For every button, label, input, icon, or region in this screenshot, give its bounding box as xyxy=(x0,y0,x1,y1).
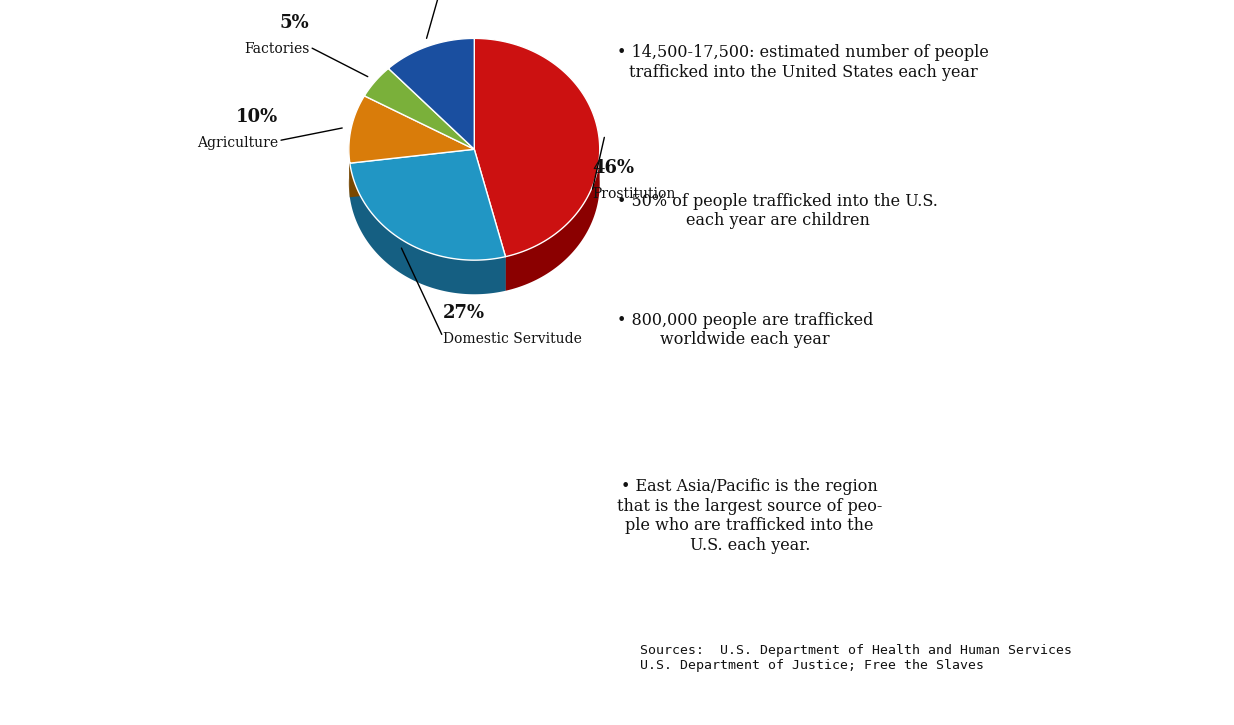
Text: Prostitution: Prostitution xyxy=(592,187,675,201)
Polygon shape xyxy=(474,38,600,257)
Polygon shape xyxy=(350,149,474,197)
Text: • East Asia/Pacific is the region
that is the largest source of peo-
ple who are: • East Asia/Pacific is the region that i… xyxy=(617,478,882,554)
Text: Factories: Factories xyxy=(244,42,310,56)
Polygon shape xyxy=(474,149,506,291)
Text: • 800,000 people are trafficked
worldwide each year: • 800,000 people are trafficked worldwid… xyxy=(617,312,874,348)
Polygon shape xyxy=(506,145,600,291)
Text: Sources:  U.S. Department of Health and Human Services
U.S. Department of Justic: Sources: U.S. Department of Health and H… xyxy=(640,644,1072,672)
Polygon shape xyxy=(474,149,506,291)
Text: • 50% of people trafficked into the U.S.
each year are children: • 50% of people trafficked into the U.S.… xyxy=(617,193,938,229)
Text: 27%: 27% xyxy=(443,304,485,323)
Text: 46%: 46% xyxy=(592,160,634,178)
Polygon shape xyxy=(350,149,506,260)
Polygon shape xyxy=(364,68,474,149)
Polygon shape xyxy=(389,38,474,149)
Polygon shape xyxy=(350,163,506,294)
Polygon shape xyxy=(349,96,474,163)
Text: 10%: 10% xyxy=(236,108,279,126)
Text: Agriculture: Agriculture xyxy=(197,136,279,150)
Text: • 14,500-17,500: estimated number of people
trafficked into the United States ea: • 14,500-17,500: estimated number of peo… xyxy=(617,44,988,80)
Text: 5%: 5% xyxy=(280,14,310,33)
Text: Domestic Servitude: Domestic Servitude xyxy=(443,332,581,346)
Polygon shape xyxy=(350,149,474,197)
